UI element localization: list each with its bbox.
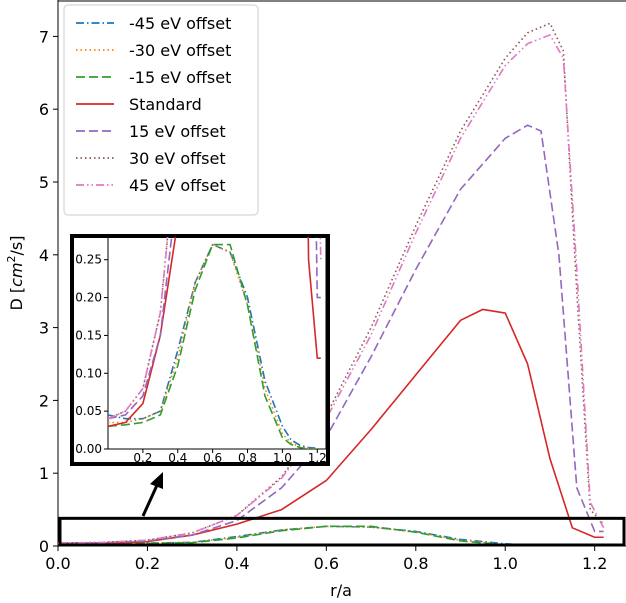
inset-x-tick-label: 0.2	[133, 451, 152, 465]
inset-y-tick-label: 0.15	[75, 328, 102, 342]
legend-label-standard: Standard	[129, 95, 202, 114]
inset-series-line-30-ev-offset	[108, 237, 169, 420]
y-tick-label: 2	[39, 391, 49, 410]
inset-y-tick-label: 0.05	[75, 404, 102, 418]
legend-label-45-ev-offset: 45 eV offset	[129, 176, 226, 195]
x-tick-label: 1.0	[493, 554, 518, 573]
inset-y-tick-label: 0.00	[75, 442, 102, 456]
y-axis-label: D [cm2/s]	[5, 235, 26, 310]
x-tick-label: 0.2	[135, 554, 160, 573]
y-axis-label-unit: cm	[7, 262, 26, 286]
legend-label-30-ev-offset: -30 eV offset	[129, 41, 231, 60]
legend-label-30-ev-offset: 30 eV offset	[129, 149, 226, 168]
legend-label-45-ev-offset: -45 eV offset	[129, 14, 231, 33]
zoom-region-box	[58, 516, 626, 547]
y-tick-label: 4	[39, 246, 49, 265]
y-tick-label: 0	[39, 537, 49, 556]
series-line-45-ev-offset	[58, 34, 605, 544]
inset-x-tick-label: 1.2	[308, 451, 327, 465]
x-tick-label: 0.6	[314, 554, 339, 573]
x-tick-label: 0.4	[224, 554, 249, 573]
y-tick-label: 3	[39, 319, 49, 338]
series-line-15-ev-offset	[58, 525, 595, 546]
inset-y-tick-label: 0.10	[75, 366, 102, 380]
x-tick-label: 0.0	[45, 554, 70, 573]
inset-background	[72, 236, 328, 464]
y-axis-label-exponent: 2	[5, 255, 18, 262]
series-line-15-ev-offset	[58, 124, 604, 544]
y-axis-label-suffix: /s]	[7, 235, 26, 255]
inset-series-line-15-ev-offset	[108, 237, 321, 420]
legend-label-15-ev-offset: -15 eV offset	[129, 68, 231, 87]
inset-series-line-30-ev-offset	[108, 243, 318, 449]
inset-series	[108, 237, 322, 449]
zoom-arrow-shaft	[141, 482, 160, 517]
inset-x-tick-label: 0.4	[168, 451, 187, 465]
legend: -45 eV offset -30 eV offset -15 eV offset S…	[63, 4, 259, 216]
x-axis-label: r/a	[330, 581, 352, 600]
inset-series-line-15-ev-offset	[108, 243, 318, 449]
main-ticks: 0.0 0.2 0.4 0.6 0.8 1.0 1.2 0 1 2 3 4 5 6 7	[39, 27, 608, 573]
y-tick-label: 5	[39, 173, 49, 192]
inset-y-tick-label: 0.25	[75, 253, 102, 267]
x-tick-label: 1.2	[582, 554, 607, 573]
legend-box	[63, 4, 259, 216]
inset-y-tick-label: 0.20	[75, 291, 102, 305]
inset-x-tick-label: 0.6	[203, 451, 222, 465]
inset-plot-frame	[107, 236, 327, 450]
inset-frame	[70, 234, 330, 466]
inset-x-tick-label: 1.0	[273, 451, 292, 465]
inset-ticks: 0.2 0.4 0.6 0.8 1.0 1.2 0.00 0.05 0.10 0.15 0.20 0.…	[75, 253, 327, 465]
y-tick-label: 6	[39, 100, 49, 119]
y-tick-label: 7	[39, 27, 49, 46]
legend-label-15-ev-offset: 15 eV offset	[129, 122, 226, 141]
inset-x-tick-label: 0.8	[238, 451, 257, 465]
x-tick-label: 0.8	[403, 554, 428, 573]
y-axis-label-prefix: D [	[7, 287, 26, 311]
zoom-arrow-head	[150, 472, 163, 489]
y-tick-label: 1	[39, 464, 49, 483]
